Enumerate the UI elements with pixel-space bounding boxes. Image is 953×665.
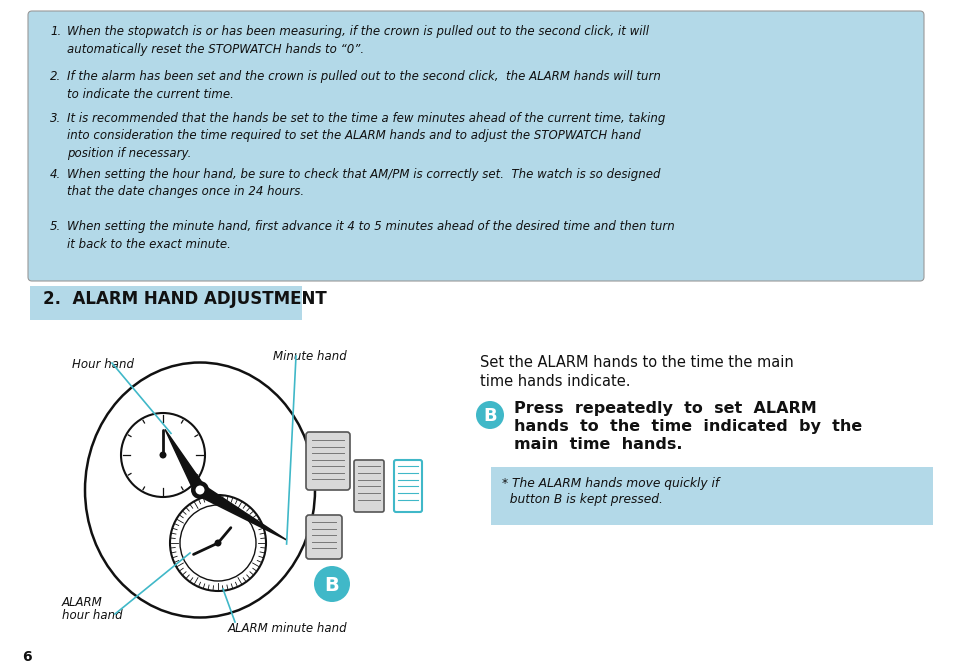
FancyBboxPatch shape [354, 460, 384, 512]
Text: When setting the hour hand, be sure to check that AM/PM is correctly set.  The w: When setting the hour hand, be sure to c… [67, 168, 659, 198]
Circle shape [180, 505, 255, 581]
Circle shape [191, 481, 209, 499]
Circle shape [314, 566, 350, 602]
Circle shape [476, 401, 503, 429]
Text: 1.: 1. [50, 25, 61, 38]
Text: When the stopwatch is or has been measuring, if the crown is pulled out to the s: When the stopwatch is or has been measur… [67, 25, 648, 55]
FancyBboxPatch shape [30, 286, 302, 320]
Polygon shape [196, 485, 286, 540]
Ellipse shape [85, 362, 314, 618]
Text: 5.: 5. [50, 220, 61, 233]
FancyBboxPatch shape [28, 11, 923, 281]
FancyBboxPatch shape [306, 515, 341, 559]
Text: 2.: 2. [50, 70, 61, 83]
Text: hour hand: hour hand [62, 609, 123, 622]
Circle shape [121, 413, 205, 497]
Circle shape [214, 539, 221, 547]
FancyBboxPatch shape [306, 432, 350, 490]
Text: ALARM minute hand: ALARM minute hand [228, 622, 347, 635]
Polygon shape [165, 430, 205, 493]
Text: 4.: 4. [50, 168, 61, 181]
Text: When setting the minute hand, first advance it 4 to 5 minutes ahead of the desir: When setting the minute hand, first adva… [67, 220, 674, 251]
Text: B: B [482, 407, 497, 425]
Text: 3.: 3. [50, 112, 61, 125]
Text: * The ALARM hands move quickly if: * The ALARM hands move quickly if [501, 477, 719, 490]
Text: Minute hand: Minute hand [273, 350, 346, 363]
Circle shape [159, 452, 167, 458]
Text: ALARM: ALARM [62, 596, 103, 609]
Text: 2.  ALARM HAND ADJUSTMENT: 2. ALARM HAND ADJUSTMENT [43, 290, 327, 308]
Text: If the alarm has been set and the crown is pulled out to the second click,  the : If the alarm has been set and the crown … [67, 70, 660, 100]
Text: hands  to  the  time  indicated  by  the: hands to the time indicated by the [514, 419, 862, 434]
Circle shape [170, 495, 266, 591]
Text: time hands indicate.: time hands indicate. [479, 374, 630, 389]
Circle shape [195, 485, 204, 495]
Text: main  time  hands.: main time hands. [514, 437, 681, 452]
Text: Set the ALARM hands to the time the main: Set the ALARM hands to the time the main [479, 355, 793, 370]
Text: It is recommended that the hands be set to the time a few minutes ahead of the c: It is recommended that the hands be set … [67, 112, 664, 160]
Text: 6: 6 [22, 650, 31, 664]
Text: button B is kept pressed.: button B is kept pressed. [501, 493, 662, 506]
FancyBboxPatch shape [394, 460, 421, 512]
FancyBboxPatch shape [491, 467, 932, 525]
Text: Hour hand: Hour hand [71, 358, 133, 371]
Text: B: B [324, 576, 339, 595]
Text: Press  repeatedly  to  set  ALARM: Press repeatedly to set ALARM [514, 401, 816, 416]
